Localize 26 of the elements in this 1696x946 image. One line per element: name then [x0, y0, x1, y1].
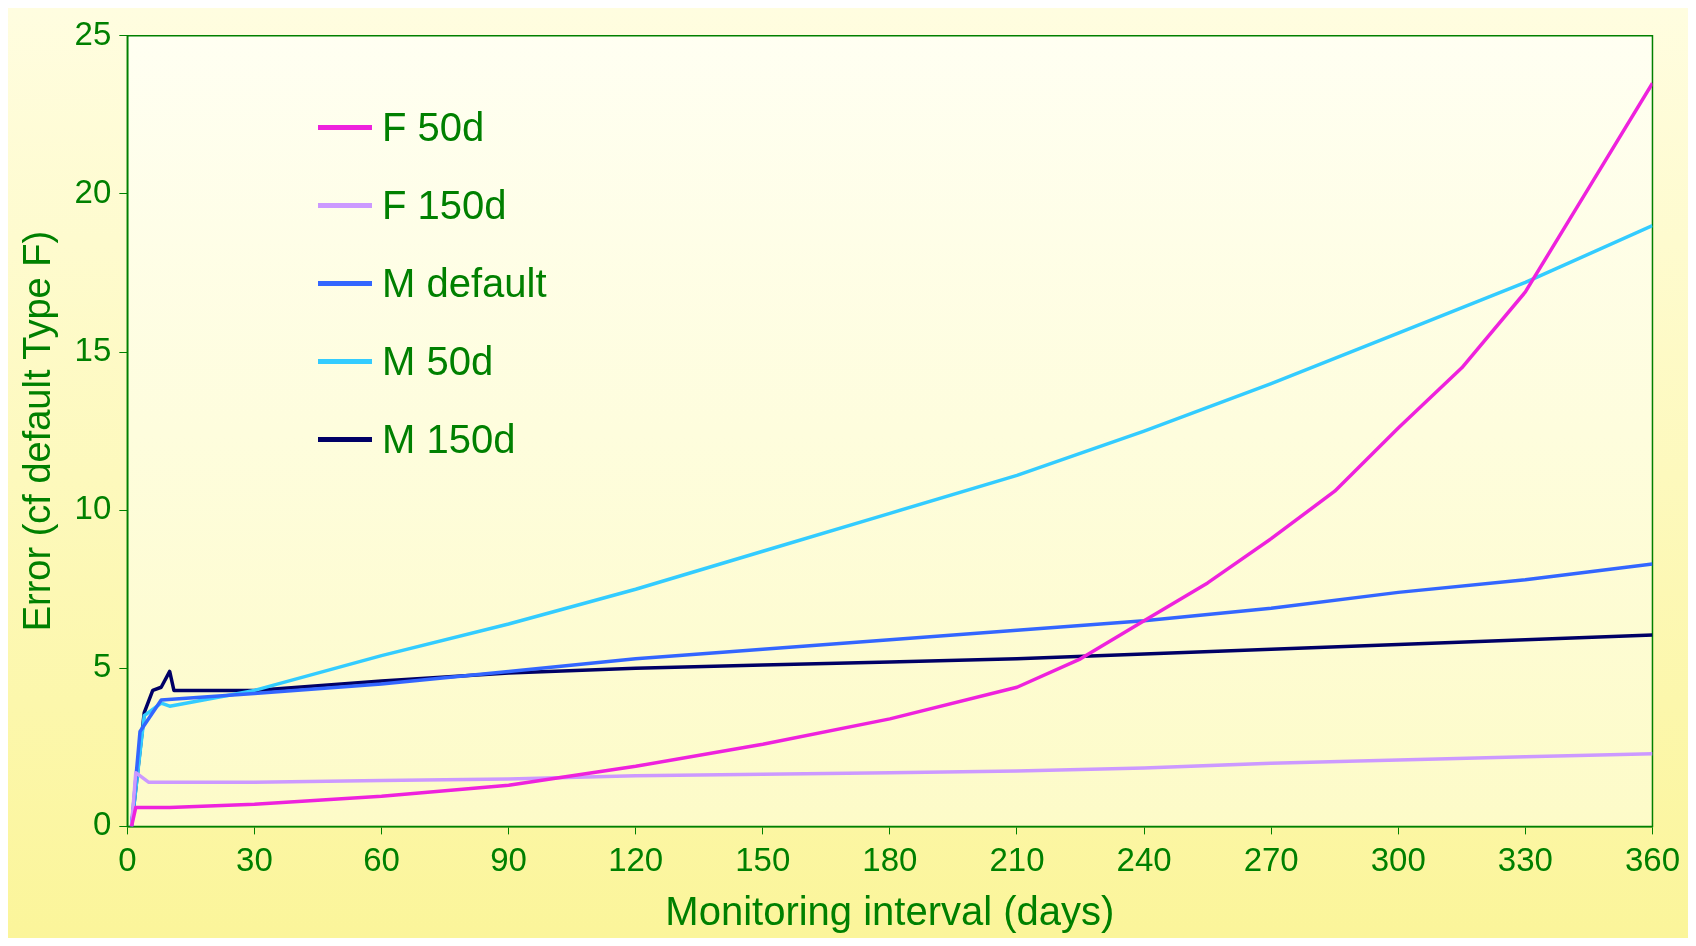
x-tick-label: 150	[735, 841, 791, 879]
x-tick-label: 180	[862, 841, 918, 879]
x-tick-label: 30	[236, 841, 273, 879]
x-tick-label: 210	[989, 841, 1045, 879]
legend-label: F 50d	[382, 104, 485, 150]
y-tick-label: 25	[74, 14, 112, 52]
legend-label: F 150d	[382, 182, 507, 228]
x-tick-label: 120	[608, 841, 664, 879]
x-tick-label: 360	[1624, 841, 1680, 879]
x-tick-label: 270	[1243, 841, 1299, 879]
legend-label: M 150d	[382, 416, 516, 462]
x-tick-label: 0	[118, 841, 137, 879]
x-axis-title: Monitoring interval (days)	[665, 889, 1115, 934]
legend-label: M default	[382, 260, 547, 306]
x-tick-label: 90	[490, 841, 527, 879]
y-tick-label: 5	[92, 647, 112, 685]
y-tick-label: 0	[92, 805, 112, 843]
x-tick-label: 330	[1497, 841, 1553, 879]
y-axis-title: Error (cf default Type F)	[16, 230, 59, 632]
x-tick-label: 300	[1370, 841, 1426, 879]
y-tick-label: 10	[74, 489, 112, 527]
x-tick-label: 60	[363, 841, 400, 879]
x-tick-label: 240	[1116, 841, 1172, 879]
y-tick-label: 15	[74, 331, 112, 369]
legend-label: M 50d	[382, 338, 494, 384]
y-tick-label: 20	[74, 173, 112, 211]
